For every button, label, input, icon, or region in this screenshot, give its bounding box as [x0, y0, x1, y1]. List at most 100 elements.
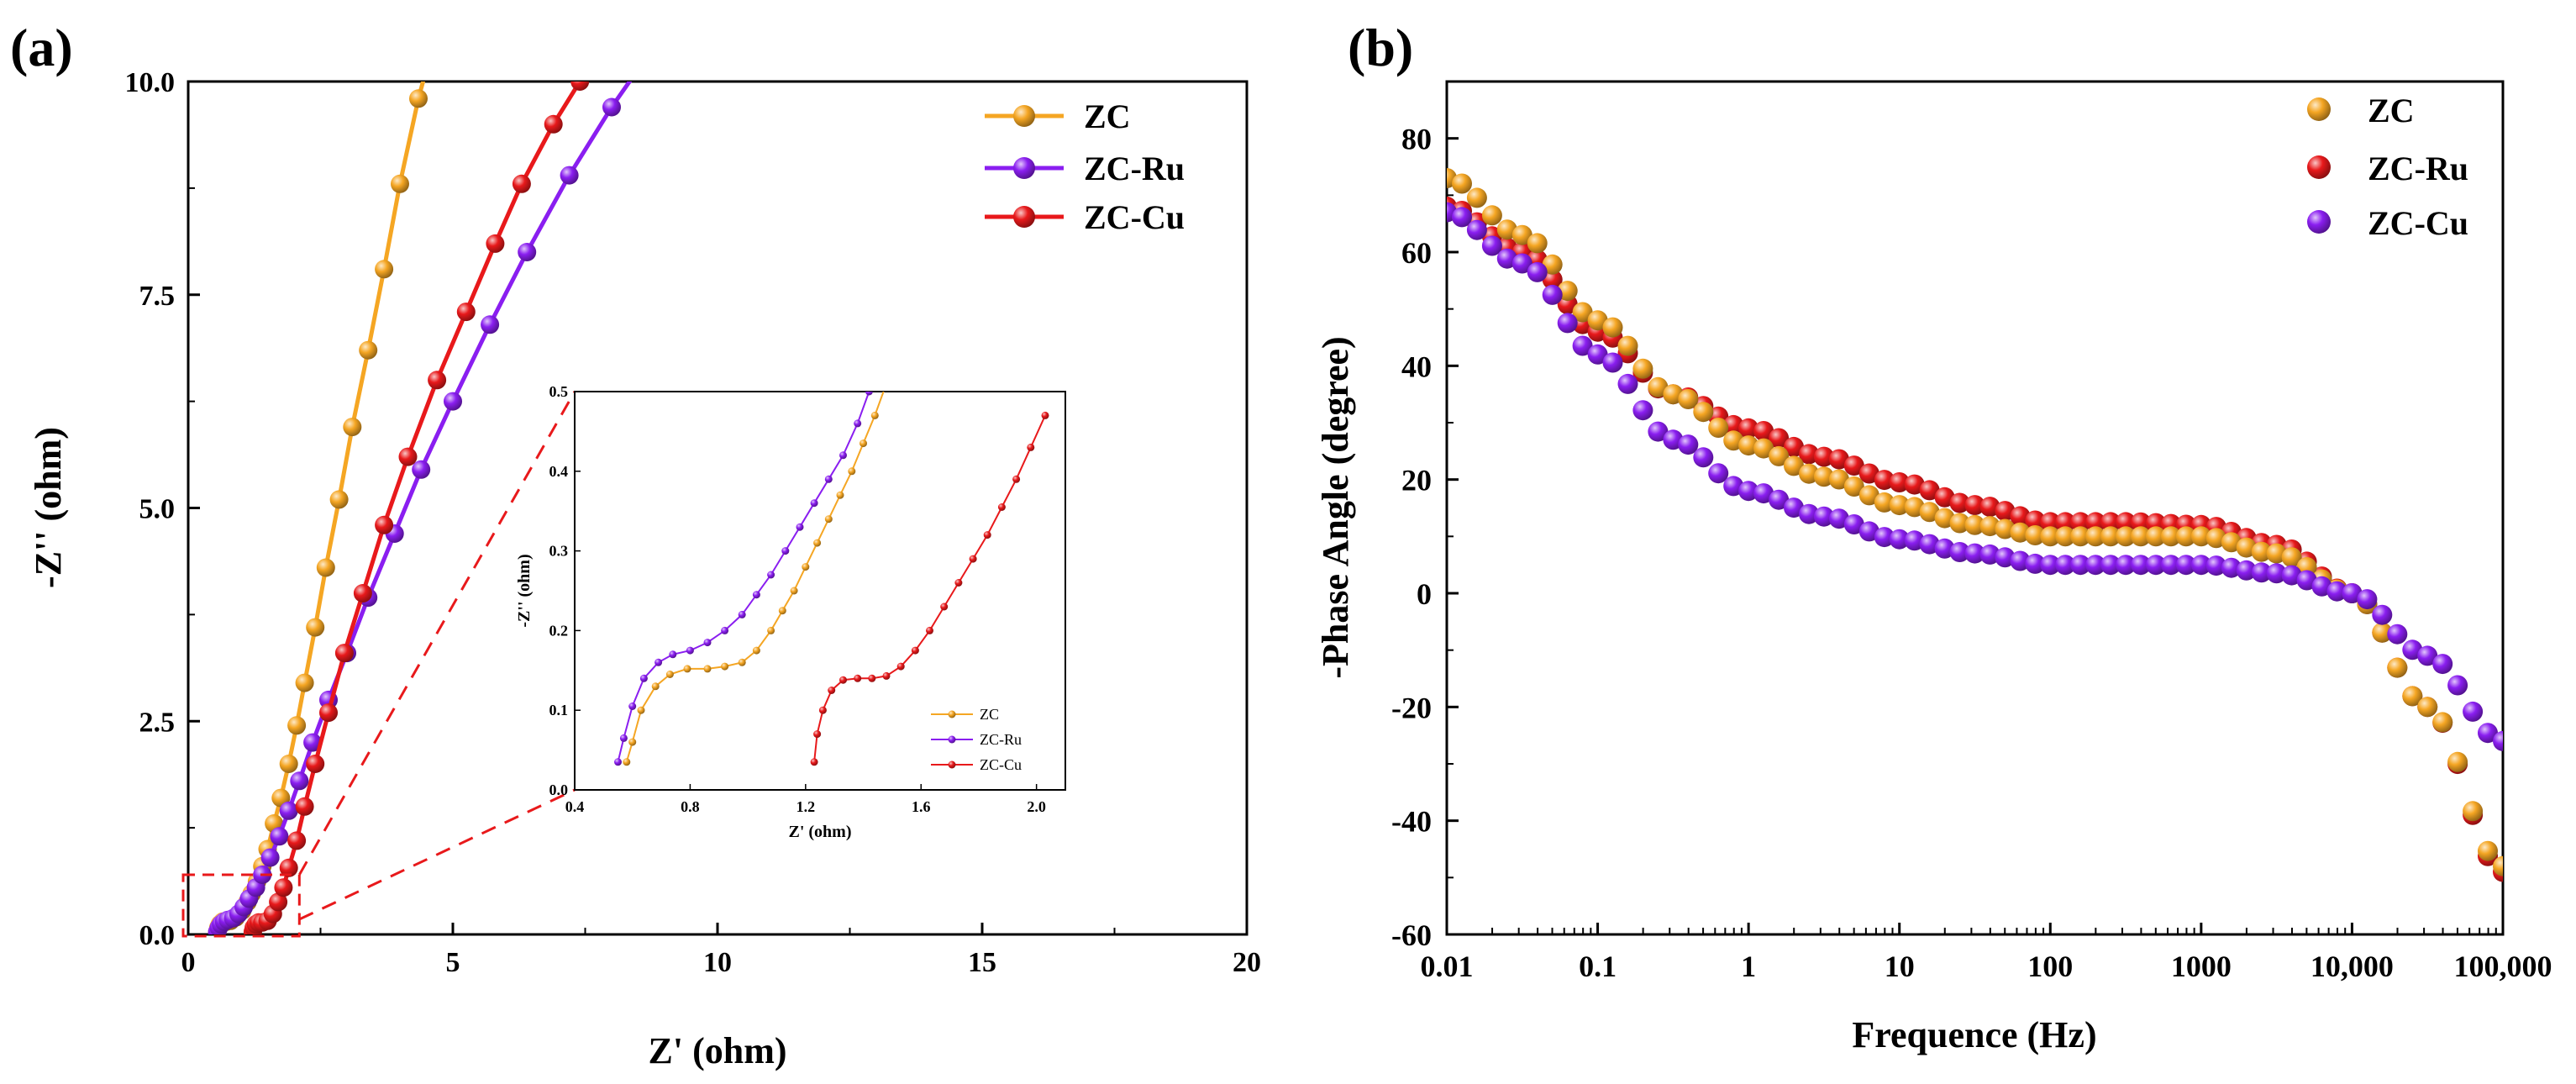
inset-y-axis-label: -Z'' (ohm)	[515, 554, 534, 627]
panel-a-xtick: 10	[703, 947, 732, 978]
inset-data-point-zc-ru	[639, 674, 648, 682]
data-point-zc-cu	[1452, 207, 1472, 228]
inset-data-point-zc-ru	[614, 758, 622, 766]
data-point-zc-ru	[1723, 414, 1744, 435]
data-point-zc-cu	[1527, 261, 1548, 282]
data-point-zc-cu	[597, 29, 616, 48]
inset-data-point-zc-ru	[810, 499, 818, 508]
data-point-zc	[279, 755, 298, 773]
inset-data-point-zc	[628, 738, 637, 746]
inset-ytick: 0.4	[549, 463, 569, 480]
data-point-zc-cu	[2070, 555, 2091, 576]
panel-b-tick-marks	[1445, 81, 2505, 936]
panel-a-xtick: 15	[968, 947, 996, 978]
legend-marker-zc-cu	[1013, 206, 1035, 228]
inset-data-point-zc	[623, 758, 631, 766]
panel-b-plot-area	[1447, 168, 2503, 882]
panel-a-ytick: 0.0	[139, 920, 176, 951]
data-point-zc-cu	[456, 303, 476, 322]
data-point-zc-cu	[544, 114, 563, 134]
data-point-zc-ru	[650, 29, 669, 48]
data-point-zc-ru	[260, 848, 280, 867]
legend-entry-zc-cu: ZC-Cu	[2307, 204, 2468, 242]
panel-b-xtick: 0.1	[1579, 950, 1617, 983]
data-point-zc-cu	[1738, 481, 1759, 502]
panel-b-xtick: 10	[1885, 950, 1915, 983]
data-point-zc-cu	[306, 755, 325, 773]
inset-data-point-zc	[637, 706, 645, 714]
panel-b-xtick: 10,000	[2311, 950, 2394, 983]
data-point-zc	[1542, 254, 1563, 275]
inset-data-point-zc-ru	[796, 523, 804, 531]
data-point-zc	[2100, 526, 2121, 547]
data-point-zc	[329, 490, 349, 509]
data-point-zc-cu	[279, 858, 298, 877]
inset-data-point-zc-cu	[1012, 475, 1021, 483]
data-point-zc	[2432, 712, 2453, 733]
data-point-zc-cu	[1964, 543, 1985, 564]
data-point-zc-cu	[1995, 547, 2016, 568]
panel-a-tick-marks	[187, 80, 1249, 936]
data-point-zc-ru	[2100, 512, 2121, 533]
data-point-zc-ru	[1753, 421, 1774, 441]
data-point-zc-ru	[303, 733, 323, 752]
inset-background	[575, 392, 1065, 790]
panel-b-ytick: -20	[1391, 691, 1432, 724]
data-point-zc-cu	[1889, 529, 1910, 550]
panel-b-y-tick-labels: -60 -40 -20 0 20 40 60 80	[1391, 123, 1432, 952]
data-point-zc-cu	[2266, 563, 2287, 584]
data-point-zc-cu	[1904, 530, 1925, 551]
inset-data-point-zc	[836, 491, 844, 499]
inset-legend: ZC ZC-Ru ZC-Cu	[931, 706, 1022, 773]
data-point-zc	[1648, 376, 1669, 397]
inset-xtick: 0.8	[681, 798, 700, 815]
data-point-zc-ru	[518, 243, 537, 261]
data-point-zc-cu	[1979, 544, 2000, 565]
data-point-zc-cu	[1481, 235, 1502, 256]
data-point-zc	[1481, 205, 1502, 226]
inset-xtick: 1.6	[912, 798, 931, 815]
data-point-zc-cu	[2236, 560, 2257, 581]
inset-data-point-zc	[721, 662, 729, 671]
inset-plot-area	[614, 392, 1049, 766]
inset-data-point-zc-cu	[969, 555, 977, 563]
data-point-zc	[2447, 751, 2468, 772]
legend-label-zc: ZC	[1084, 97, 1131, 135]
inset-data-point-zc	[860, 439, 867, 448]
inset-data-point-zc-cu	[854, 674, 862, 682]
data-point-zc-cu	[2205, 555, 2226, 576]
data-point-zc-cu	[486, 234, 505, 253]
panel-b-ytick: -60	[1391, 918, 1432, 952]
inset-data-point-zc-cu	[896, 662, 905, 671]
data-point-zc	[1452, 173, 1472, 194]
data-point-zc	[1602, 317, 1623, 338]
data-point-zc-ru	[2116, 512, 2137, 533]
legend-entry-zc: ZC	[2307, 92, 2415, 129]
data-point-zc-ru	[1784, 436, 1804, 457]
inset-xtick: 2.0	[1027, 798, 1046, 815]
data-point-zc-cu	[1949, 542, 1970, 562]
data-point-zc-cu	[274, 878, 293, 897]
data-point-zc-cu	[1813, 506, 1834, 527]
panel-a-y-tick-labels: 0.0 2.5 5.0 7.5 10.0	[125, 67, 176, 951]
data-point-zc	[391, 174, 409, 193]
data-point-zc-cu	[1934, 538, 1955, 559]
data-point-zc	[1889, 495, 1910, 516]
data-point-zc	[1769, 445, 1790, 466]
inset-legend-label-zc: ZC	[980, 706, 999, 723]
inset-legend-label-zc-cu: ZC-Cu	[980, 756, 1022, 773]
data-point-zc-ru	[1843, 455, 1864, 476]
inset-data-point-zc-ru	[655, 658, 663, 666]
inset-xtick: 0.4	[565, 798, 585, 815]
data-point-zc	[295, 673, 314, 692]
data-point-zc-cu	[2160, 555, 2181, 576]
inset-legend-marker-zc-ru	[948, 735, 956, 744]
inset-tick-marks	[574, 391, 1038, 791]
data-point-zc	[2251, 541, 2272, 562]
data-point-zc-cu	[1466, 219, 1487, 240]
data-point-zc-ru	[2025, 510, 2046, 531]
data-point-zc	[2160, 526, 2181, 547]
data-point-zc	[2387, 657, 2408, 678]
data-point-zc	[2417, 697, 2438, 718]
